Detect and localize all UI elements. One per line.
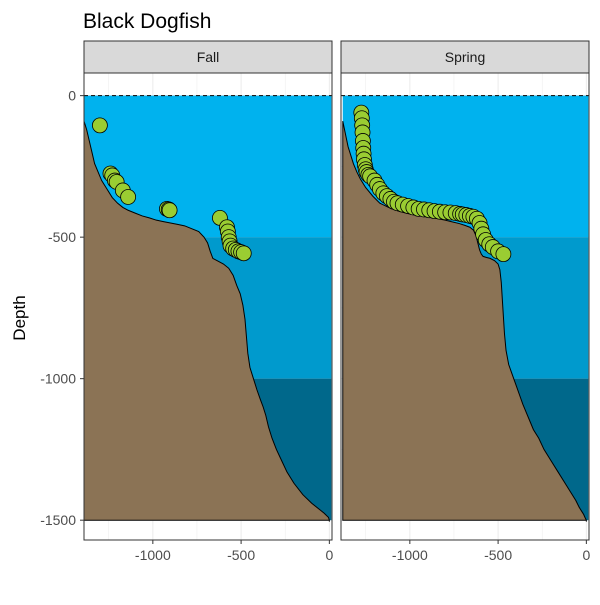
data-point xyxy=(161,202,178,219)
y-tick-label: -500 xyxy=(48,229,76,245)
facet-strip xyxy=(340,40,590,74)
x-tick-label: 0 xyxy=(582,547,590,563)
data-point xyxy=(91,117,108,134)
panel-border xyxy=(83,72,333,541)
y-tick-label: -1000 xyxy=(40,371,76,387)
panel-spring: Spring -1000 -500 0 xyxy=(340,40,590,563)
facet-strip-label: Fall xyxy=(197,49,220,65)
y-tick-label: -1500 xyxy=(40,512,76,528)
seafloor-area xyxy=(342,121,587,522)
x-tick-label: -1000 xyxy=(392,547,428,563)
y-tick-label: 0 xyxy=(68,88,76,104)
y-axis-label: Depth xyxy=(10,295,29,340)
chart-title: Black Dogfish xyxy=(83,10,211,33)
x-tick-label: -1000 xyxy=(135,547,171,563)
data-point xyxy=(495,246,512,263)
data-point xyxy=(235,245,252,262)
facet-strip xyxy=(83,40,333,74)
x-tick-label: -500 xyxy=(227,547,255,563)
data-point xyxy=(120,189,137,205)
facet-strip-label: Spring xyxy=(445,49,485,65)
x-tick-label: -500 xyxy=(484,547,512,563)
panel-border xyxy=(340,72,590,541)
panel-fall: Fall -1000 -500 0 xyxy=(83,40,333,563)
x-tick-label: 0 xyxy=(325,547,333,563)
seafloor-area xyxy=(83,120,330,522)
